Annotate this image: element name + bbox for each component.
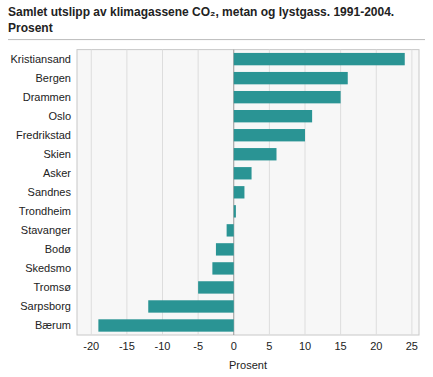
grid-line xyxy=(162,50,163,335)
chart-svg: Samlet utslipp av klimagassene CO₂, meta… xyxy=(0,0,433,377)
grid-line xyxy=(91,50,92,335)
y-tick-label: Trondheim xyxy=(19,205,71,217)
bar xyxy=(234,129,305,141)
x-tick-label: -5 xyxy=(193,340,203,352)
bar xyxy=(198,281,234,293)
y-tick-label: Sandnes xyxy=(28,186,72,198)
grid-line xyxy=(376,50,377,335)
bar xyxy=(234,148,277,160)
y-tick-label: Skien xyxy=(43,148,71,160)
bars xyxy=(98,53,404,332)
x-tick-label: 5 xyxy=(266,340,272,352)
y-tick-label: Skedsmo xyxy=(25,262,71,274)
x-tick-label: 15 xyxy=(335,340,347,352)
grid-line xyxy=(126,50,127,335)
y-tick-label: Bærum xyxy=(35,319,71,331)
bar xyxy=(227,224,234,236)
x-tick-label: -20 xyxy=(83,340,99,352)
y-tick-label: Drammen xyxy=(23,91,71,103)
y-tick-label: Kristiansand xyxy=(10,53,71,65)
x-tick-label: -15 xyxy=(119,340,135,352)
y-tick-label: Sarpsborg xyxy=(20,300,71,312)
x-tick-label: -10 xyxy=(155,340,171,352)
y-tick-label: Tromsø xyxy=(34,281,72,293)
bar xyxy=(234,167,252,179)
bar xyxy=(234,72,348,84)
x-grid xyxy=(91,50,412,335)
y-tick-label: Fredrikstad xyxy=(16,129,71,141)
x-tick-label: 25 xyxy=(406,340,418,352)
bar xyxy=(234,91,341,103)
bar xyxy=(234,53,405,65)
plot-area xyxy=(77,50,419,335)
x-tick-label: 0 xyxy=(231,340,237,352)
grid-line xyxy=(411,50,412,335)
y-tick-label: Bodø xyxy=(45,243,72,255)
bar xyxy=(234,205,236,217)
bar xyxy=(234,186,245,198)
y-tick-label: Bergen xyxy=(36,72,71,84)
bar xyxy=(234,110,312,122)
x-tick-label: 10 xyxy=(299,340,311,352)
chart-title: Samlet utslipp av klimagassene CO₂, meta… xyxy=(8,5,394,35)
y-tick-label: Asker xyxy=(43,167,71,179)
title-separator xyxy=(8,39,425,40)
y-tick-label: Oslo xyxy=(48,110,71,122)
x-axis-label: Prosent xyxy=(229,359,267,371)
x-tick-label: 20 xyxy=(370,340,382,352)
chart-container: Samlet utslipp av klimagassene CO₂, meta… xyxy=(0,0,433,377)
bar xyxy=(216,243,234,255)
bar xyxy=(148,300,234,312)
bar xyxy=(98,319,233,331)
bar xyxy=(212,262,233,274)
y-tick-label: Stavanger xyxy=(21,224,71,236)
